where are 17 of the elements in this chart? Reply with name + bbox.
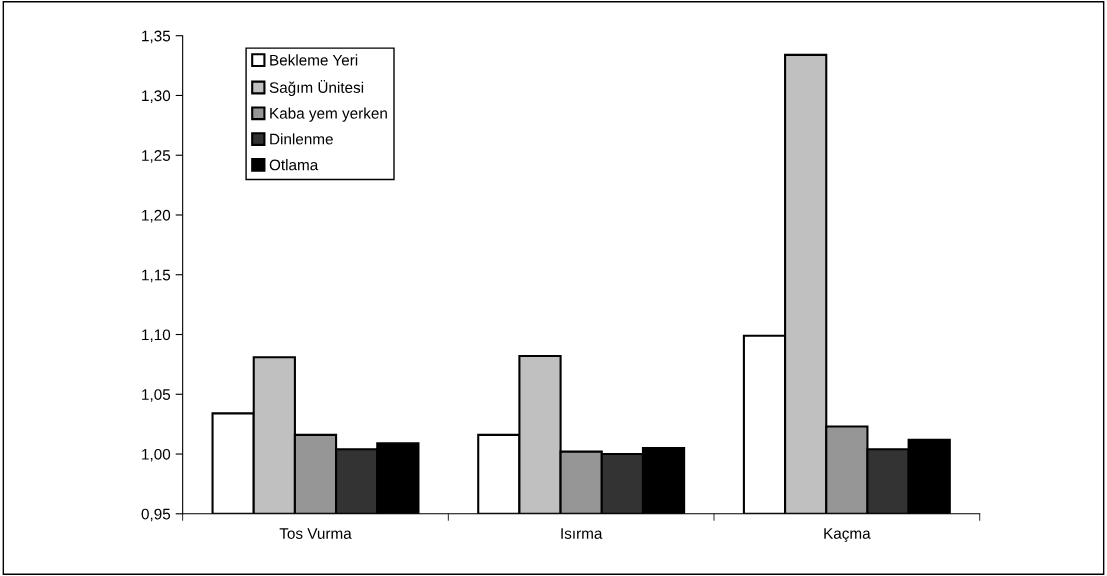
y-tick-label: 1,10 xyxy=(142,329,171,342)
y-tick-label: 1,00 xyxy=(142,448,171,462)
x-tick-label: Isırma xyxy=(561,528,603,539)
legend-label: Kaba yem yerken xyxy=(270,107,387,122)
legend-label: Bekleme Yeri xyxy=(270,54,358,66)
y-tick-label: 1,20 xyxy=(142,209,171,223)
y-tick-label: 1,15 xyxy=(142,269,171,283)
x-tick-label: Kaçma xyxy=(824,528,871,542)
y-tick-label: 1,25 xyxy=(142,150,171,163)
legend-label: Sağım Ünitesi xyxy=(269,80,364,96)
legend-label: Otlama xyxy=(269,159,319,171)
y-tick-label: 0,95 xyxy=(141,508,171,522)
y-tick-label: 1,05 xyxy=(142,389,171,402)
y-tick-label: 1,30 xyxy=(142,90,171,103)
legend-label: Dinlenme xyxy=(270,133,333,145)
x-tick-label: Tos Vurma xyxy=(279,528,352,539)
y-tick-label: 1,35 xyxy=(142,30,171,44)
